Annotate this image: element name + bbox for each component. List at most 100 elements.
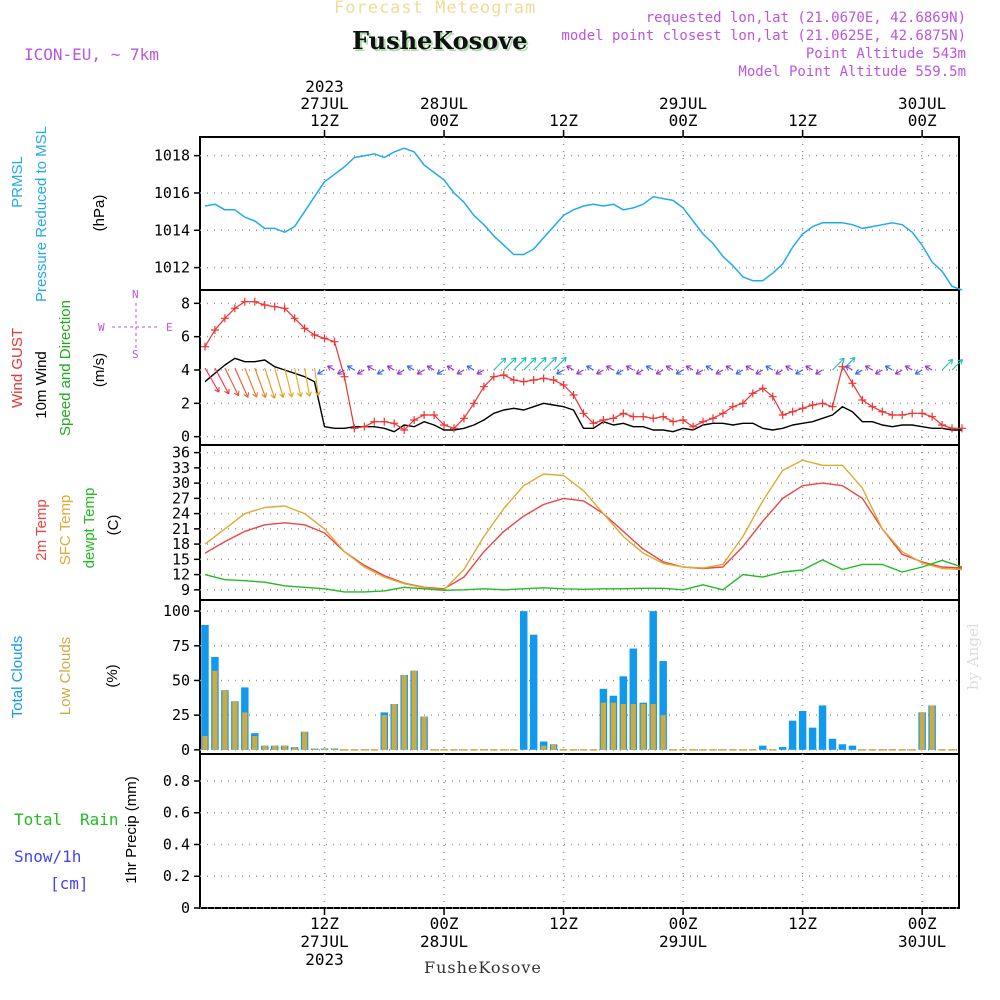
top-year-label: 2023 bbox=[305, 77, 344, 96]
wind-gust-marker bbox=[699, 417, 708, 426]
wind-gust-marker bbox=[728, 402, 737, 411]
wind-direction-arrowhead bbox=[476, 369, 482, 375]
top-date-label: 27JUL bbox=[300, 94, 348, 113]
wind-direction-arrow bbox=[795, 369, 803, 375]
low-cloud-bar bbox=[650, 704, 656, 750]
wind-direction-arrowhead bbox=[805, 365, 811, 371]
wind-direction-arrowhead bbox=[595, 369, 602, 375]
wind-dir-label: Speed and Direction bbox=[57, 300, 74, 436]
wind-gust-marker bbox=[589, 419, 598, 428]
pressure-ytick-label: 1014 bbox=[154, 221, 190, 239]
wind-direction-arrow bbox=[904, 365, 913, 371]
model-point-altitude: Model Point Altitude 559.5m bbox=[738, 64, 966, 80]
wind-direction-arrow bbox=[596, 369, 604, 375]
wind-direction-arrow bbox=[513, 357, 527, 371]
wind-gust-marker bbox=[828, 402, 837, 411]
low-cloud-bar bbox=[620, 704, 626, 750]
wind-direction-arrowhead bbox=[279, 392, 285, 398]
wind-gust-marker bbox=[569, 391, 578, 399]
low-cloud-bar bbox=[301, 731, 308, 750]
wind-direction-arrowhead bbox=[914, 369, 921, 375]
wind-direction-arrowhead bbox=[849, 357, 856, 363]
model-label: ICON-EU, ~ 7km bbox=[24, 45, 159, 64]
wind-gust-marker bbox=[290, 314, 299, 323]
wind-direction-arrowhead bbox=[314, 390, 321, 396]
temperature-ytick-label: 12 bbox=[172, 566, 190, 584]
precip-unit: 1hr Precip (mm) bbox=[123, 776, 140, 884]
low-cloud-bar bbox=[541, 745, 547, 750]
wind-direction-arrow bbox=[367, 365, 375, 371]
clouds-frame bbox=[199, 599, 960, 755]
wind-direction-arrowhead bbox=[356, 369, 363, 375]
temperature-ytick-label: 9 bbox=[181, 581, 190, 599]
wind-gust-marker bbox=[898, 411, 907, 419]
wind-direction-arrow bbox=[274, 367, 284, 398]
wind-gust-marker bbox=[529, 376, 538, 384]
wind-direction-arrowhead bbox=[815, 369, 821, 375]
precipitation-frame bbox=[199, 753, 960, 909]
wind-gust-marker bbox=[878, 407, 887, 416]
wind-gust-marker bbox=[639, 412, 648, 421]
wind-gust-marker bbox=[689, 422, 698, 431]
wind-gust-label: Wind GUST bbox=[9, 328, 26, 408]
total-cloud-bar bbox=[838, 744, 847, 750]
wind-direction-arrow bbox=[685, 365, 694, 371]
wind-direction-arrowhead bbox=[864, 365, 871, 371]
wind-gust-marker bbox=[360, 422, 369, 431]
requested-coords: requested lon,lat (21.0670E, 42.6869N) bbox=[645, 10, 966, 26]
wind-gust-marker bbox=[549, 376, 558, 384]
wind-gust-marker bbox=[230, 304, 239, 313]
wind-gust-marker bbox=[260, 301, 269, 309]
wind-gust-marker bbox=[788, 407, 797, 416]
pressure-label-prmsl: PRMSL bbox=[9, 156, 26, 208]
bottom-time-label: 12Z bbox=[310, 914, 339, 933]
total-cloud-bar bbox=[759, 745, 767, 750]
wind-direction-arrowhead bbox=[894, 369, 901, 375]
low-cloud-bar bbox=[660, 715, 666, 750]
wind-gust-marker bbox=[420, 411, 429, 419]
wind-gust-marker bbox=[459, 414, 468, 423]
low-cloud-bar bbox=[600, 702, 607, 750]
wind-direction-arrow bbox=[456, 369, 465, 375]
wind-direction-arrow bbox=[204, 367, 220, 393]
wind-direction-arrowhead bbox=[605, 365, 612, 371]
low-cloud-bar bbox=[232, 701, 238, 750]
wind-direction-arrowhead bbox=[327, 365, 333, 371]
wind-direction-arrow bbox=[264, 367, 276, 399]
wind-direction-arrowhead bbox=[725, 365, 731, 371]
total-cloud-label: Total Clouds bbox=[9, 636, 26, 719]
low-cloud-bar bbox=[282, 745, 288, 750]
wind-gust-marker bbox=[599, 416, 608, 424]
wind-gust-marker bbox=[808, 401, 817, 409]
wind-direction-arrowhead bbox=[296, 391, 303, 398]
wind-direction-arrowhead bbox=[695, 369, 702, 375]
low-cloud-bar bbox=[212, 670, 218, 750]
wind-gust-marker bbox=[778, 411, 787, 419]
wind-direction-arrowhead bbox=[775, 369, 781, 375]
wind-direction-arrow bbox=[396, 369, 405, 375]
wind-direction-arrow bbox=[317, 369, 325, 375]
wind-direction-arrowhead bbox=[243, 392, 250, 398]
wind-direction-arrowhead bbox=[685, 365, 692, 371]
wind-direction-arrow bbox=[715, 369, 724, 375]
wind-direction-arrowhead bbox=[765, 365, 771, 371]
dewpt-line bbox=[204, 559, 963, 593]
wind-direction-arrow bbox=[875, 369, 883, 375]
wind-gust-marker bbox=[400, 426, 409, 434]
wind-gust-marker bbox=[449, 424, 458, 433]
wind-direction-arrow bbox=[832, 357, 845, 371]
chart-subtitle: Forecast Meteogram bbox=[334, 0, 537, 18]
wind-gust-marker bbox=[499, 371, 508, 379]
wind-speed-line bbox=[204, 357, 962, 433]
point-altitude: Point Altitude 543m bbox=[805, 46, 966, 62]
bottom-time-label: 00Z bbox=[430, 914, 459, 933]
wind-gust-marker bbox=[848, 379, 857, 388]
cloud-unit: (%) bbox=[104, 664, 121, 687]
precip-cm-label: [cm] bbox=[50, 874, 89, 893]
wind-direction-arrow bbox=[466, 365, 475, 371]
total-cloud-bar bbox=[828, 738, 837, 750]
pressure-frame bbox=[199, 136, 960, 291]
wind-gust-marker bbox=[738, 399, 747, 408]
total-cloud-bar bbox=[818, 705, 827, 750]
